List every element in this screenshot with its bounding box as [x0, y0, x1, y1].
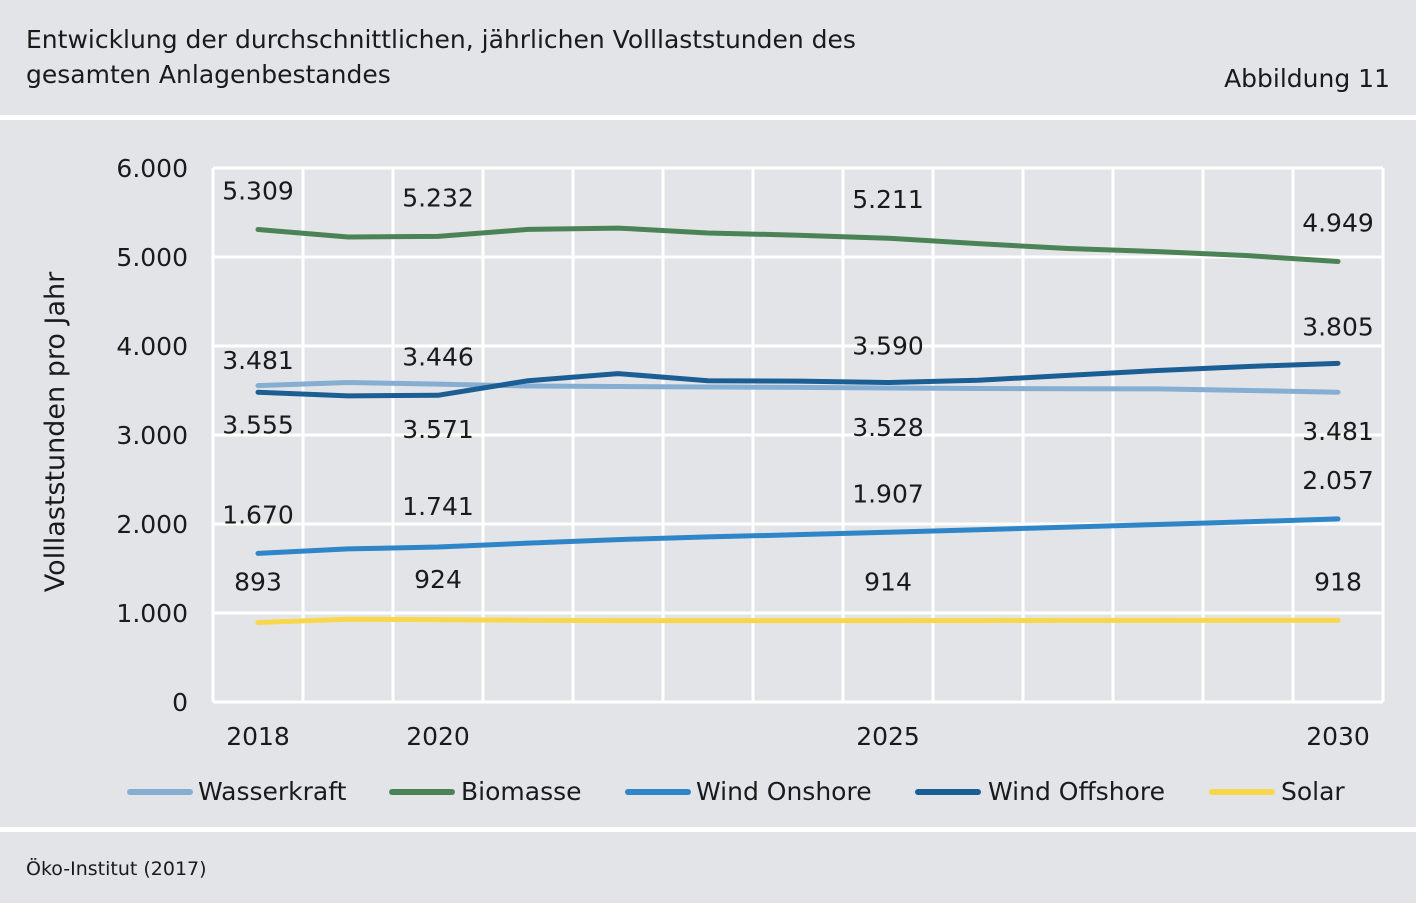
chart-title: Entwicklung der durchschnittlichen, jähr… [26, 25, 856, 89]
legend-label: Biomasse [461, 777, 582, 806]
figure-label: Abbildung 11 [1224, 64, 1390, 93]
data-label: 3.590 [852, 331, 924, 360]
data-label: 5.309 [222, 176, 294, 205]
series-line-wind-onshore [255, 516, 1341, 556]
y-tick-label: 1.000 [116, 599, 188, 628]
legend-label: Wind Onshore [696, 777, 872, 806]
data-label: 3.805 [1302, 312, 1374, 341]
data-label: 4.949 [1302, 209, 1374, 238]
series-lines [255, 225, 1341, 626]
legend-label: Wind Offshore [988, 777, 1165, 806]
legend-label: Solar [1281, 777, 1345, 806]
y-tick-label: 6.000 [116, 154, 188, 183]
y-tick-label: 5.000 [116, 243, 188, 272]
x-tick-label: 2020 [406, 722, 470, 751]
data-label: 3.481 [1302, 417, 1374, 446]
data-label: 3.555 [222, 411, 294, 440]
y-tick-label: 4.000 [116, 332, 188, 361]
data-label: 1.741 [402, 492, 474, 521]
series-line-wind-offshore [255, 360, 1341, 399]
header: Entwicklung der durchschnittlichen, jähr… [0, 0, 1416, 115]
x-tick-label: 2030 [1306, 722, 1370, 751]
data-label: 3.481 [222, 346, 294, 375]
data-label: 924 [414, 565, 462, 594]
data-label: 918 [1314, 567, 1362, 596]
top-divider [0, 115, 1416, 120]
y-tick-label: 0 [172, 688, 188, 717]
series-line-wasserkraft [255, 379, 1341, 395]
data-label: 3.571 [402, 415, 474, 444]
data-label: 5.211 [852, 185, 924, 214]
x-tick-label: 2025 [856, 722, 920, 751]
series-line-biomasse [255, 225, 1341, 265]
series-line-solar [255, 616, 1341, 626]
y-tick-label: 3.000 [116, 421, 188, 450]
y-axis-label: Volllaststunden pro Jahr [40, 271, 71, 592]
data-label: 2.057 [1302, 466, 1374, 495]
legend-label: Wasserkraft [198, 777, 347, 806]
legend: Wasserkraft Biomasse Wind Onshore Wind Offs… [127, 777, 1345, 806]
axes: 0 1.000 2.000 3.000 4.000 5.000 6.000 2018 2020 2… [40, 154, 1370, 751]
data-label: 3.446 [402, 342, 474, 371]
x-tick-label: 2018 [226, 722, 290, 751]
data-label: 893 [234, 568, 282, 597]
data-labels: 3.555 3.571 3.528 3.481 5.309 5.232 5.211 4.949… [222, 176, 1374, 596]
bottom-divider [0, 827, 1416, 832]
data-label: 914 [864, 568, 912, 597]
data-label: 1.907 [852, 479, 924, 508]
data-label: 5.232 [402, 183, 474, 212]
data-label: 3.528 [852, 413, 924, 442]
y-tick-label: 2.000 [116, 510, 188, 539]
data-label: 1.670 [222, 500, 294, 529]
source-note: Öko-Institut (2017) [26, 858, 207, 880]
